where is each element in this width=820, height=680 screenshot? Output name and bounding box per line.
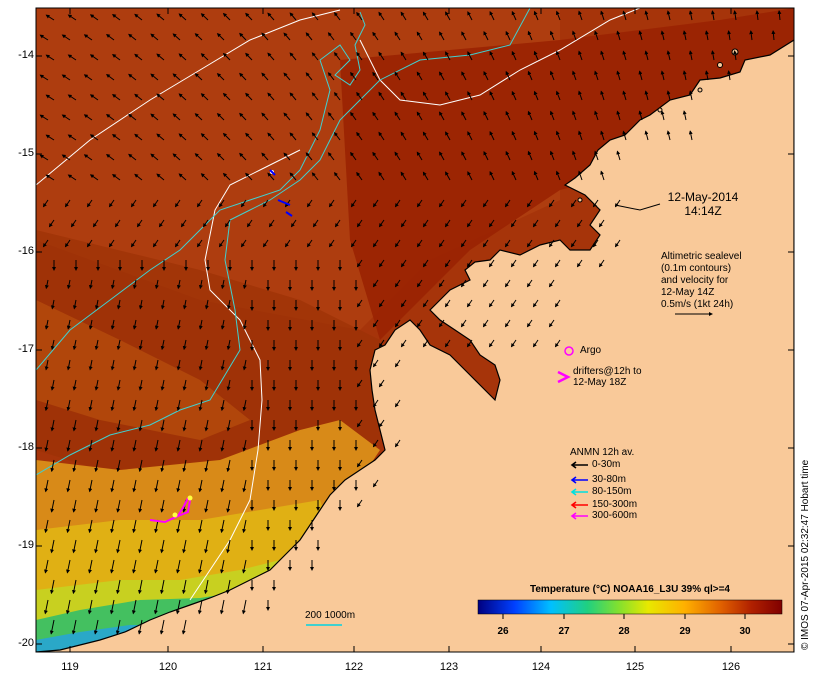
lat-label: -19 xyxy=(18,539,34,551)
lat-label: -20 xyxy=(18,637,34,649)
lat-label: -14 xyxy=(18,49,34,61)
anmn-legend-item: 300-600m xyxy=(592,510,638,521)
lon-label: 122 xyxy=(344,661,364,673)
date-pointer-line xyxy=(614,203,661,211)
altimetry-line: 0.5m/s (1kt 24h) xyxy=(661,299,734,310)
lon-label: 119 xyxy=(61,661,79,673)
altimetry-note: Altimetric sealevel (0.1m contours) and … xyxy=(661,251,742,311)
colorbar-gradient xyxy=(477,599,783,615)
anmn-legend-item: 0-30m xyxy=(592,459,621,470)
anmn-legend-item: 150-300m xyxy=(592,499,638,510)
map-frame xyxy=(35,7,795,653)
sealevel-contour xyxy=(36,9,341,186)
anmn-legend-item: 30-80m xyxy=(592,474,626,485)
drifter-track xyxy=(177,497,189,517)
credit-text: © IMOS 07-Apr-2015 02:32:47 Hobart time xyxy=(800,459,811,650)
isobath-1000m xyxy=(36,8,531,476)
anmn-legend-title: ANMN 12h av. xyxy=(570,447,635,458)
isobath-200m xyxy=(36,11,366,371)
drifter-legend-marker xyxy=(557,370,571,384)
lon-label: 124 xyxy=(531,661,551,673)
time-line: 14:14Z xyxy=(684,204,722,218)
lon-label: 126 xyxy=(721,661,741,673)
velocity-arrows xyxy=(39,10,782,635)
lon-label: 120 xyxy=(158,661,178,673)
altimetry-line: and velocity for xyxy=(661,275,729,286)
altimetry-line: 12-May 14Z xyxy=(661,287,715,298)
colorbar-tick: 28 xyxy=(618,626,630,637)
lon-label: 123 xyxy=(439,661,459,673)
lon-label: 121 xyxy=(253,661,273,673)
argo-label: Argo xyxy=(580,345,602,356)
lat-label: -18 xyxy=(18,441,34,453)
drifters-line: drifters@12h to xyxy=(573,366,642,377)
argo-marker xyxy=(564,346,574,356)
anmn-legend-item: 80-150m xyxy=(592,486,632,497)
colorbar-tick: 29 xyxy=(679,626,691,637)
land-mass xyxy=(36,39,794,652)
date-line: 12-May-2014 xyxy=(667,190,739,204)
drifters-line: 12-May 18Z xyxy=(573,377,627,388)
sealevel-contour xyxy=(359,8,641,106)
sealevel-contour xyxy=(189,149,301,601)
anmn-legend-arrows xyxy=(570,461,588,520)
altimetry-line: (0.1m contours) xyxy=(661,263,732,274)
sea-warm-ne xyxy=(340,8,794,340)
lat-label: -16 xyxy=(18,245,34,257)
lat-label: -17 xyxy=(18,343,34,355)
lon-label: 125 xyxy=(625,661,645,673)
colorbar-tick: 26 xyxy=(497,626,509,637)
colorbar-tick: 27 xyxy=(558,626,570,637)
colorbar-tick: 30 xyxy=(739,626,751,637)
colorbar-title: Temperature (°C) NOAA16_L3U 39% ql>=4 xyxy=(530,584,730,595)
drifters-label: drifters@12h to 12-May 18Z xyxy=(573,366,642,388)
altimetry-line: Altimetric sealevel xyxy=(661,251,742,262)
lat-label: -15 xyxy=(18,147,34,159)
depth-scale-label: 200 1000m xyxy=(305,610,356,621)
date-label: 12-May-2014 14:14Z xyxy=(648,190,758,218)
drifter-tracks xyxy=(149,169,293,524)
